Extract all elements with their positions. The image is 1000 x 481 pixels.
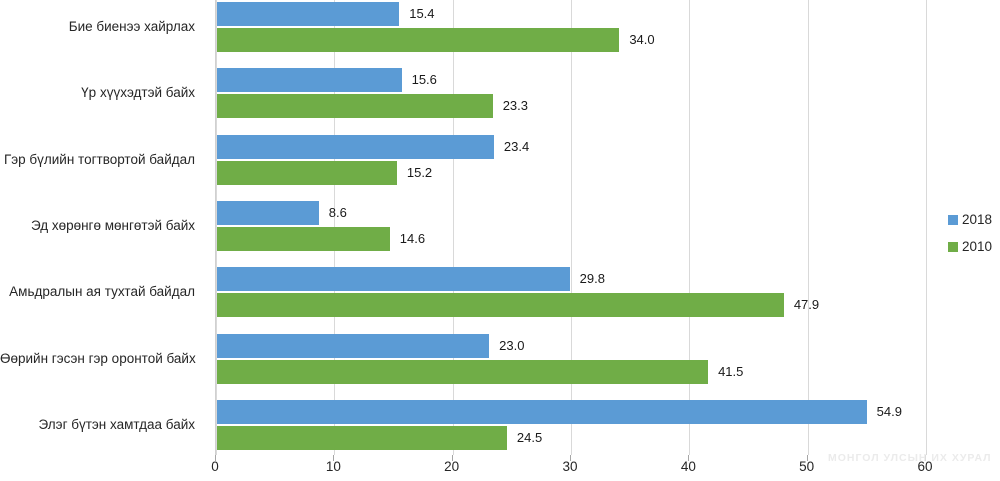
gridline: [926, 0, 927, 455]
bar-value-label: 8.6: [328, 204, 347, 220]
bar-2010: [217, 94, 493, 119]
category-axis: Бие биенээ хайрлах Үр хүүхэдтэй байх Гэр б…: [0, 0, 205, 455]
tick-mark: [333, 455, 335, 461]
bar-value-label: 41.5: [718, 363, 744, 379]
x-tick-label: 10: [325, 459, 341, 474]
bar-2010: [217, 425, 507, 450]
bar-2018: [217, 134, 494, 159]
legend-swatch-icon: [948, 241, 958, 252]
bar-2018: [217, 2, 400, 26]
category-label: Элэг бүтэн хамтдаа байх: [38, 416, 195, 432]
bar-2018: [217, 399, 867, 424]
tick-mark: [570, 455, 571, 461]
bar-2010: [217, 160, 397, 185]
bar-2018: [217, 267, 570, 292]
bar-2010: [217, 359, 709, 384]
legend-swatch-icon: [948, 214, 958, 225]
bar-value-label: 23.0: [499, 337, 525, 353]
bar-value-label: 15.2: [406, 164, 433, 180]
x-tick-label: 60: [917, 459, 933, 474]
legend-item-2018: 2018: [948, 212, 992, 227]
bar-2010: [217, 226, 390, 251]
bar-2010: [217, 293, 784, 318]
legend: 2018 2010: [948, 212, 992, 254]
legend-label: 2018: [962, 212, 993, 227]
bar-2018: [217, 200, 319, 225]
bar-value-label: 15.4: [409, 6, 435, 21]
bar-value-label: 29.8: [579, 271, 605, 287]
bar-2018: [217, 68, 402, 93]
plot-area: 15.4 34.0 15.6 23.3 23.4 15.2 8.6 14.6 29.8 47.9 2…: [215, 0, 927, 455]
bar-value-label: 23.3: [502, 98, 529, 114]
bar-value-label: 47.9: [793, 297, 820, 313]
gridline: [689, 0, 691, 455]
bar-value-label: 14.6: [399, 230, 426, 246]
gridline: [216, 0, 217, 455]
bar-value-label: 23.4: [503, 138, 530, 154]
bar-value-label: 54.9: [876, 403, 902, 419]
legend-label: 2010: [962, 239, 993, 254]
tick-mark: [215, 455, 216, 461]
x-tick-label: 50: [799, 459, 815, 474]
watermark: МОНГОЛ УЛСЫН ИХ ХУРАЛ: [828, 452, 992, 464]
x-tick-label: 40: [680, 459, 696, 474]
bar-2010: [217, 28, 620, 52]
x-tick-label: 0: [211, 459, 219, 474]
category-label: Үр хүүхэдтэй байх: [81, 85, 195, 101]
category-label: Өөрийн гэсэн гэр оронтой байх: [0, 350, 196, 366]
tick-mark: [925, 455, 926, 461]
gridline: [452, 0, 454, 455]
bar-value-label: 15.6: [411, 72, 437, 88]
legend-item-2010: 2010: [948, 239, 992, 254]
bar-2018: [217, 333, 490, 358]
category-label: Амьдралын ая тухтай байдал: [9, 284, 195, 300]
tick-mark: [806, 455, 808, 461]
gridline: [571, 0, 572, 455]
x-tick-label: 30: [562, 459, 578, 474]
category-label: Эд хөрөнгө мөнгөтэй байх: [30, 217, 195, 233]
category-label: Бие биенээ хайрлах: [68, 19, 195, 34]
bar-value-label: 34.0: [629, 32, 655, 47]
gridline: [807, 0, 809, 455]
x-tick-label: 20: [444, 459, 460, 474]
tick-mark: [688, 455, 690, 461]
category-label: Гэр бүлийн тогтвортой байдал: [3, 151, 195, 167]
tick-mark: [451, 455, 453, 461]
bar-value-label: 24.5: [516, 429, 543, 445]
x-axis: 0 10 20 30 40 50 60: [211, 459, 932, 479]
